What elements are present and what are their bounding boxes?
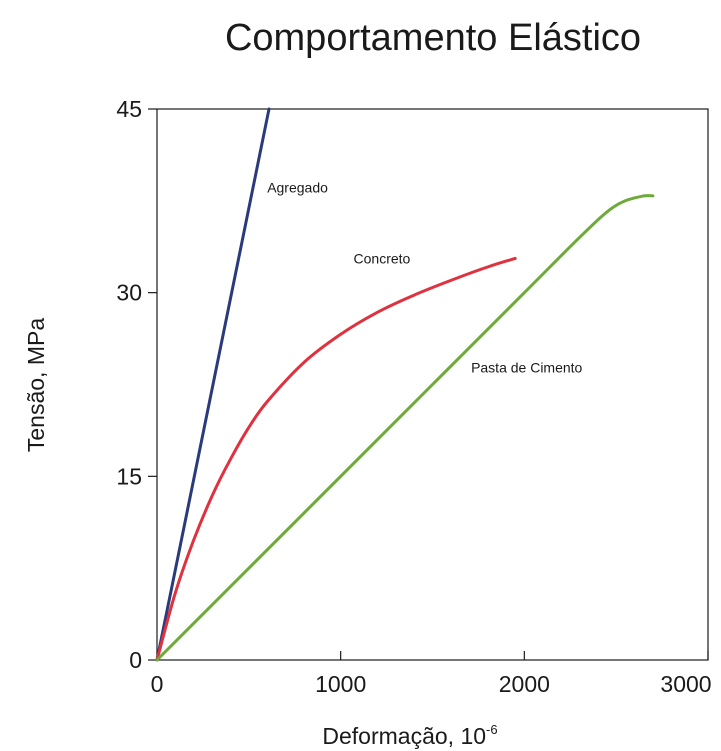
series-layer	[155, 107, 655, 662]
chart-title: Comportamento Elástico	[225, 17, 641, 59]
x-axis-label: Deformação, 10-6	[322, 722, 497, 749]
annotation-layer: Agregado Concreto Pasta de Cimento	[267, 179, 582, 375]
y-axis-ticks: 0 15 30 45	[116, 96, 157, 673]
y-tick-label: 15	[116, 463, 142, 489]
plot-frame	[156, 108, 709, 661]
y-tick-label: 30	[116, 280, 142, 306]
y-axis-label: Tensão, MPa	[23, 318, 49, 452]
plot-area: 0 15 30 45 0 1000 2000 3000 Agregado Concreto Pa…	[116, 96, 711, 697]
x-axis-label-superscript: -6	[486, 722, 498, 737]
series-line-concreto	[155, 256, 517, 662]
series-line-agregado	[155, 107, 271, 662]
x-axis-label-main: Deformação, 10	[322, 723, 486, 749]
x-tick-label: 3000	[660, 671, 711, 697]
x-tick-label: 2000	[499, 671, 550, 697]
annotation-agregado: Agregado	[267, 179, 328, 195]
annotation-pasta-de-cimento: Pasta de Cimento	[471, 359, 582, 375]
y-tick-label: 45	[116, 96, 142, 122]
series-line-pasta-de-cimento	[155, 194, 655, 662]
annotation-concreto: Concreto	[354, 250, 411, 266]
y-tick-label: 0	[129, 647, 142, 673]
x-axis-ticks: 0 1000 2000 3000	[151, 651, 712, 697]
x-tick-label: 0	[151, 671, 164, 697]
x-tick-label: 1000	[315, 671, 366, 697]
